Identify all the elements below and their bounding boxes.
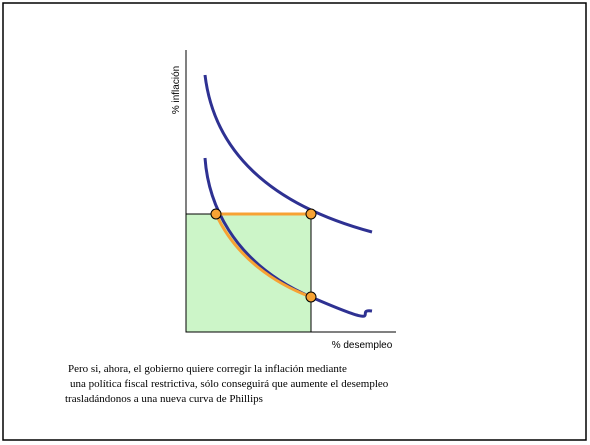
caption-line: Pero si, ahora, el gobierno quiere corre…	[68, 363, 347, 375]
point	[210, 208, 222, 220]
point	[305, 291, 317, 303]
shaded-area	[185, 213, 312, 333]
phillips-curve-upper	[203, 74, 373, 234]
caption-line: una política fiscal restrictiva, sólo co…	[70, 378, 389, 390]
caption-line: trasladándonos a una nueva curva de Phil…	[65, 393, 263, 405]
y-axis-label: % inflación	[171, 66, 182, 114]
x-axis-label: % desempleo	[332, 340, 393, 351]
point	[305, 208, 317, 220]
orange-path	[214, 213, 312, 299]
